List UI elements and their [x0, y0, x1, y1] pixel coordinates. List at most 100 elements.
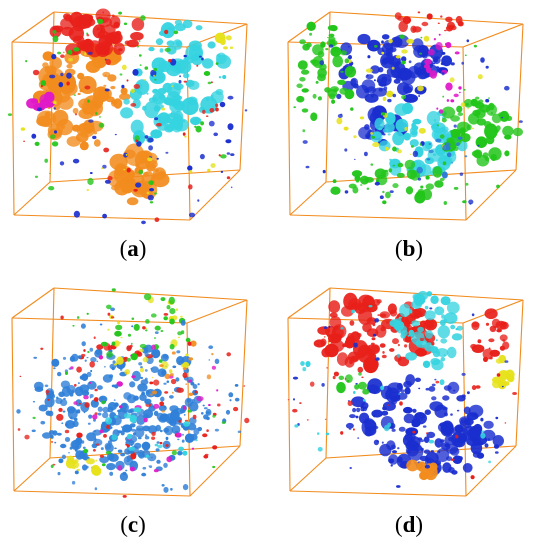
cluster-blob: [91, 443, 98, 449]
cluster-blob: [450, 324, 456, 330]
cluster-blob: [96, 385, 103, 390]
cluster-blob: [160, 297, 166, 302]
cluster-blob: [99, 456, 109, 464]
cluster-blob: [495, 129, 499, 133]
cluster-blob: [385, 112, 396, 125]
cluster-blob: [445, 42, 448, 46]
cluster-blob: [101, 167, 103, 170]
cluster-blob: [72, 158, 80, 164]
cluster-blob: [74, 470, 79, 475]
cluster-blob: [212, 465, 216, 469]
cluster-blob: [56, 396, 59, 400]
cluster-blob: [398, 393, 401, 395]
cluster-blob: [430, 346, 439, 354]
cluster-blob: [66, 81, 70, 86]
cluster-blob: [215, 62, 219, 65]
cluster-blob: [499, 345, 506, 351]
cluster-blob: [130, 452, 137, 460]
cluster-blob: [63, 13, 71, 20]
cluster-blob: [31, 133, 37, 139]
cluster-blob: [127, 333, 132, 337]
cluster-blob: [426, 158, 431, 161]
cluster-blob: [185, 353, 189, 357]
cluster-blob: [70, 389, 75, 394]
cube-render-b: [287, 11, 524, 221]
panel-b: (b): [278, 2, 540, 267]
cluster-blob: [96, 45, 110, 58]
cube-edge: [515, 23, 524, 171]
cluster-blob: [184, 433, 195, 443]
cluster-blob: [366, 317, 377, 325]
cluster-blob: [147, 194, 154, 201]
cluster-blob: [323, 326, 328, 330]
cluster-blob: [208, 345, 214, 349]
cluster-blob: [293, 398, 295, 401]
cluster-blob: [126, 459, 130, 462]
cluster-blob: [501, 116, 504, 119]
cluster-blob: [441, 117, 447, 123]
cluster-blob: [89, 172, 93, 174]
cluster-blob: [400, 60, 406, 65]
cluster-blob: [409, 139, 419, 147]
cluster-blob: [84, 390, 88, 394]
cluster-blob: [86, 312, 89, 315]
cluster-blob: [394, 12, 402, 20]
cluster-blob: [126, 444, 130, 448]
cluster-blob: [46, 393, 49, 395]
cube-edge: [465, 445, 517, 497]
cluster-blob: [395, 318, 402, 323]
cluster-blob: [99, 454, 104, 458]
cluster-blob: [145, 454, 150, 458]
cluster-blob: [451, 470, 458, 475]
cluster-blob: [391, 399, 397, 405]
cluster-blob: [92, 135, 97, 140]
cluster-blob: [419, 52, 423, 55]
cluster-blob: [142, 357, 149, 363]
cluster-blob: [144, 66, 149, 70]
cluster-blob: [330, 186, 341, 195]
cluster-blob: [174, 432, 182, 438]
cluster-blob: [197, 199, 200, 202]
cluster-blob: [488, 460, 491, 464]
cluster-blob: [405, 186, 414, 195]
cube-render-c: [11, 287, 250, 498]
cluster-blob: [147, 425, 158, 434]
cluster-blob: [350, 107, 354, 111]
cluster-blob: [226, 176, 231, 180]
cluster-blob: [159, 48, 164, 53]
cluster-blob: [76, 316, 80, 319]
cluster-blob: [357, 33, 371, 45]
cluster-blob: [488, 97, 490, 99]
cluster-blob: [328, 44, 334, 48]
cluster-blob: [475, 136, 488, 148]
cluster-blob: [465, 182, 469, 186]
cluster-blob: [43, 91, 55, 103]
cluster-blob: [161, 361, 169, 370]
cluster-blob: [123, 168, 126, 171]
cluster-blob: [82, 446, 86, 449]
cluster-blob: [111, 366, 115, 371]
cluster-blob: [433, 57, 438, 63]
cluster-blob: [220, 38, 226, 46]
cluster-blob: [410, 145, 414, 148]
cluster-blob: [87, 422, 91, 425]
cluster-blob: [354, 384, 360, 390]
cluster-blob: [103, 434, 107, 438]
cluster-blob: [450, 413, 453, 416]
cluster-blob: [389, 348, 395, 352]
cluster-blob: [93, 336, 96, 339]
cluster-blob: [154, 117, 159, 121]
cluster-blob: [120, 87, 128, 95]
cluster-blob: [61, 454, 66, 460]
cluster-blob: [218, 76, 222, 79]
cluster-blob: [150, 69, 157, 77]
cluster-blob: [91, 464, 101, 476]
cluster-blob: [388, 79, 390, 82]
cluster-blob: [42, 51, 54, 61]
cluster-blob: [443, 354, 446, 357]
caption-c: (c): [120, 512, 146, 537]
cluster-blob: [121, 64, 127, 70]
cluster-blob: [158, 404, 167, 412]
cluster-blob: [446, 152, 452, 158]
cluster-blob: [412, 430, 416, 434]
